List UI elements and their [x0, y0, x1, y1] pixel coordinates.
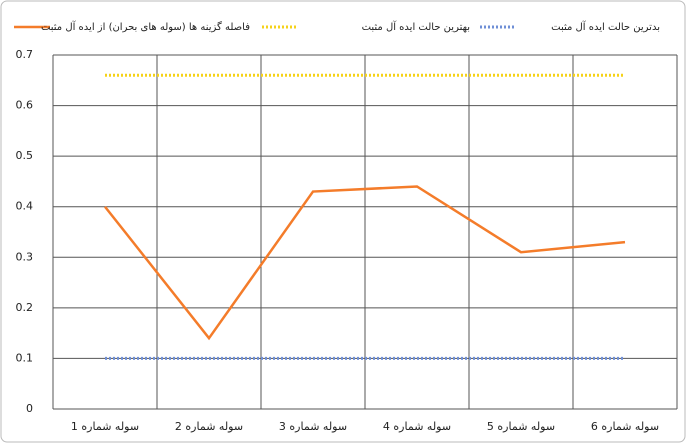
x-tick-label: سوله شماره 3 [279, 420, 347, 433]
y-tick-label: 0.4 [16, 200, 34, 213]
legend-label: بدترین حالت ایده آل مثبت [551, 20, 660, 33]
y-tick-label: 0 [26, 402, 33, 415]
x-tick-label: سوله شماره 4 [383, 420, 451, 433]
x-tick-label: سوله شماره 2 [175, 420, 243, 433]
x-tick-label: سوله شماره 1 [71, 420, 139, 433]
series-line [104, 185, 626, 341]
legend-label: فاصله گزینه ها (سوله های بحران) از ایده … [41, 20, 250, 33]
x-tick-label: سوله شماره 5 [487, 420, 555, 433]
y-tick-label: 0.3 [16, 250, 34, 263]
y-tick-label: 0.2 [16, 301, 34, 314]
legend-label: بهترین حالت ایده آل مثبت [362, 20, 470, 33]
y-tick-label: 0.6 [16, 99, 34, 112]
x-tick-label: سوله شماره 6 [591, 420, 659, 433]
y-tick-label: 0.1 [16, 351, 34, 364]
y-tick-label: 0.7 [16, 48, 34, 61]
y-tick-label: 0.5 [16, 149, 34, 162]
